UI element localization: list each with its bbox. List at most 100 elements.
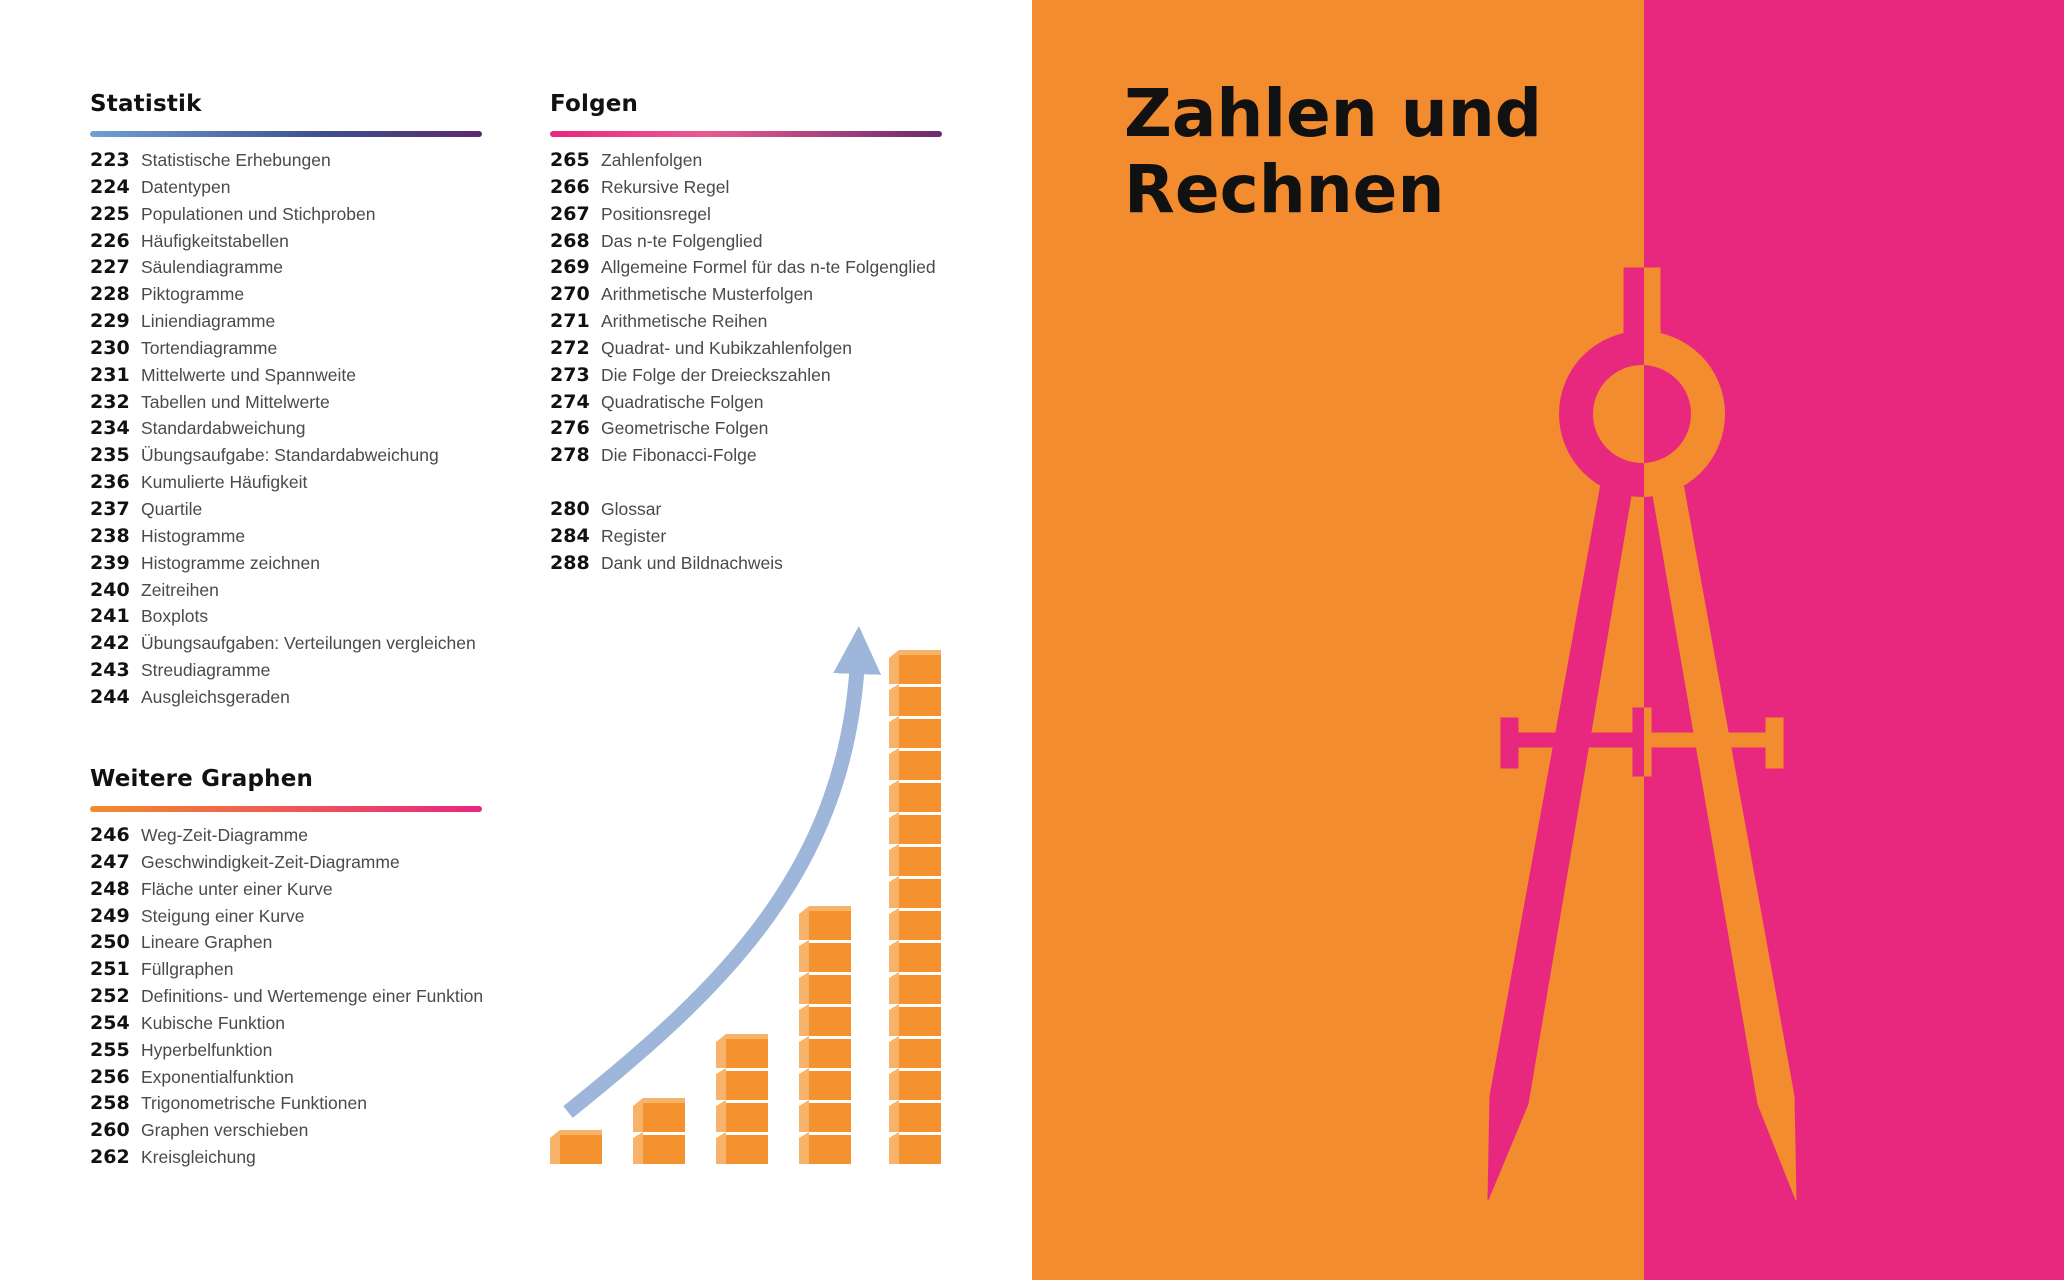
toc-list-folgen: 265 Zahlenfolgen 266 Rekursive Regel 267 Posi… bbox=[550, 149, 942, 471]
toc-entry-label: Histogramme bbox=[141, 525, 246, 546]
growth-illustration bbox=[550, 626, 941, 1164]
toc-page-number: 223 bbox=[90, 149, 130, 171]
toc-page-number: 288 bbox=[550, 551, 590, 574]
toc-page-number: 271 bbox=[550, 310, 590, 333]
toc-page-number: 284 bbox=[550, 524, 590, 547]
toc-page-number: 248 bbox=[90, 877, 130, 900]
toc-page-number: 243 bbox=[90, 659, 130, 682]
toc-entry: 234 Standardabweichung bbox=[90, 417, 482, 444]
toc-entry: 272 Quadrat- und Kubikzahlenfolgen bbox=[550, 337, 942, 364]
cube bbox=[899, 687, 941, 716]
toc-entry: 265 Zahlenfolgen bbox=[550, 149, 942, 176]
toc-entry: 249 Steigung einer Kurve bbox=[90, 905, 483, 932]
toc-entry-label: Populationen und Stichproben bbox=[141, 203, 376, 224]
toc-entry: 254 Kubische Funktion bbox=[90, 1012, 483, 1039]
toc-page-number: 246 bbox=[90, 824, 130, 846]
toc-entry-label: Mittelwerte und Spannweite bbox=[141, 364, 356, 385]
toc-page-number: 230 bbox=[90, 336, 130, 359]
cube bbox=[809, 1071, 851, 1100]
toc-page-number: 241 bbox=[90, 605, 130, 628]
cube bbox=[899, 847, 941, 876]
toc-entry-label: Arithmetische Reihen bbox=[601, 311, 768, 332]
toc-entry: 276 Geometrische Folgen bbox=[550, 417, 942, 444]
chapter-title: Zahlen und Rechnen bbox=[1124, 76, 1542, 228]
toc-entry-label: Kreisgleichung bbox=[141, 1147, 256, 1168]
toc-page-number: 250 bbox=[90, 931, 130, 954]
cube bbox=[809, 975, 851, 1004]
right-page: Zahlen und Rechnen bbox=[1032, 0, 2064, 1280]
cube bbox=[809, 1103, 851, 1132]
toc-entry-label: Positionsregel bbox=[601, 203, 711, 224]
toc-entry: 244 Ausgleichsgeraden bbox=[90, 686, 482, 713]
toc-entry-label: Tortendiagramme bbox=[141, 337, 278, 358]
toc-entry: 231 Mittelwerte und Spannweite bbox=[90, 364, 482, 391]
cube-stack bbox=[889, 650, 941, 1164]
toc-page-number: 251 bbox=[90, 958, 130, 981]
toc-entry: 280 Glossar bbox=[550, 498, 942, 525]
toc-entry: 251 Füllgraphen bbox=[90, 958, 483, 985]
cube bbox=[899, 751, 941, 780]
toc-page-number: 249 bbox=[90, 904, 130, 927]
toc-page-number: 254 bbox=[90, 1011, 130, 1034]
cube bbox=[560, 1135, 602, 1164]
growth-arrow-icon bbox=[563, 626, 882, 1118]
toc-entry-label: Standardabweichung bbox=[141, 418, 306, 439]
cube-stack bbox=[799, 906, 851, 1164]
section-statistik: Statistik 223 Statistische Erhebungen 224 D… bbox=[90, 90, 482, 713]
toc-entry: 229 Liniendiagramme bbox=[90, 310, 482, 337]
toc-entry: 226 Häufigkeitstabellen bbox=[90, 230, 482, 257]
toc-page-number: 237 bbox=[90, 497, 130, 520]
toc-entry-label: Statistische Erhebungen bbox=[141, 150, 331, 170]
toc-entry-label: Dank und Bildnachweis bbox=[601, 552, 783, 573]
cube bbox=[899, 1103, 941, 1132]
toc-entry: 228 Piktogramme bbox=[90, 283, 482, 310]
toc-entry: 230 Tortendiagramme bbox=[90, 337, 482, 364]
toc-entry: 271 Arithmetische Reihen bbox=[550, 310, 942, 337]
toc-entry: 239 Histogramme zeichnen bbox=[90, 552, 482, 579]
cube-stacks bbox=[550, 650, 941, 1164]
toc-entry: 262 Kreisgleichung bbox=[90, 1146, 483, 1173]
toc-entry: 255 Hyperbelfunktion bbox=[90, 1039, 483, 1066]
cube-stack bbox=[633, 1098, 685, 1164]
toc-page-number: 225 bbox=[90, 202, 130, 225]
toc-entry-label: Liniendiagramme bbox=[141, 311, 276, 332]
pink-panel bbox=[1644, 0, 2064, 1280]
section-weitere-graphen: Weitere Graphen 246 Weg-Zeit-Diagramme 247… bbox=[90, 765, 483, 1173]
toc-entry-label: Säulendiagramme bbox=[141, 257, 284, 278]
chapter-title-line2: Rechnen bbox=[1124, 151, 1445, 228]
toc-page-number: 278 bbox=[550, 444, 590, 467]
cube bbox=[643, 1103, 685, 1132]
toc-list-weitere-graphen: 246 Weg-Zeit-Diagramme 247 Geschwindigkeit-… bbox=[90, 824, 483, 1173]
toc-entry: 256 Exponentialfunktion bbox=[90, 1066, 483, 1093]
toc-entry: 273 Die Folge der Dreieckszahlen bbox=[550, 364, 942, 391]
toc-entry: 237 Quartile bbox=[90, 498, 482, 525]
cube bbox=[809, 1135, 851, 1164]
toc-page-number: 227 bbox=[90, 256, 130, 279]
toc-entry-label: Allgemeine Formel für das n-te Folgengli… bbox=[601, 257, 936, 278]
toc-page-number: 268 bbox=[550, 229, 590, 252]
toc-entry-label: Übungsaufgaben: Verteilungen vergleichen bbox=[141, 633, 476, 654]
toc-entry: 236 Kumulierte Häufigkeit bbox=[90, 471, 482, 498]
toc-page-number: 270 bbox=[550, 283, 590, 306]
toc-page-number: 238 bbox=[90, 524, 130, 547]
cube-stack bbox=[716, 1034, 768, 1164]
cube bbox=[899, 879, 941, 908]
cube bbox=[899, 943, 941, 972]
toc-list-appendix: 280 Glossar 284 Register 288 Dank und Bildnac… bbox=[550, 498, 942, 579]
toc-entry: 227 Säulendiagramme bbox=[90, 256, 482, 283]
toc-page-number: 262 bbox=[90, 1146, 130, 1169]
toc-entry-label: Quadrat- und Kubikzahlenfolgen bbox=[601, 337, 853, 358]
section-folgen: Folgen 265 Zahlenfolgen 266 Rekursive Regel… bbox=[550, 90, 942, 579]
toc-entry: 284 Register bbox=[550, 525, 942, 552]
toc-entry-label: Ausgleichsgeraden bbox=[141, 686, 290, 707]
toc-page-number: 224 bbox=[90, 175, 130, 198]
toc-entry: 270 Arithmetische Musterfolgen bbox=[550, 283, 942, 310]
toc-page-number: 236 bbox=[90, 471, 130, 494]
toc-entry-label: Boxplots bbox=[141, 606, 209, 627]
toc-entry: 260 Graphen verschieben bbox=[90, 1119, 483, 1146]
toc-entry-label: Piktogramme bbox=[141, 284, 245, 305]
toc-page-number: 260 bbox=[90, 1119, 130, 1142]
toc-page-number: 276 bbox=[550, 417, 590, 440]
toc-page-number: 244 bbox=[90, 685, 130, 708]
cube-stack bbox=[550, 1130, 602, 1164]
